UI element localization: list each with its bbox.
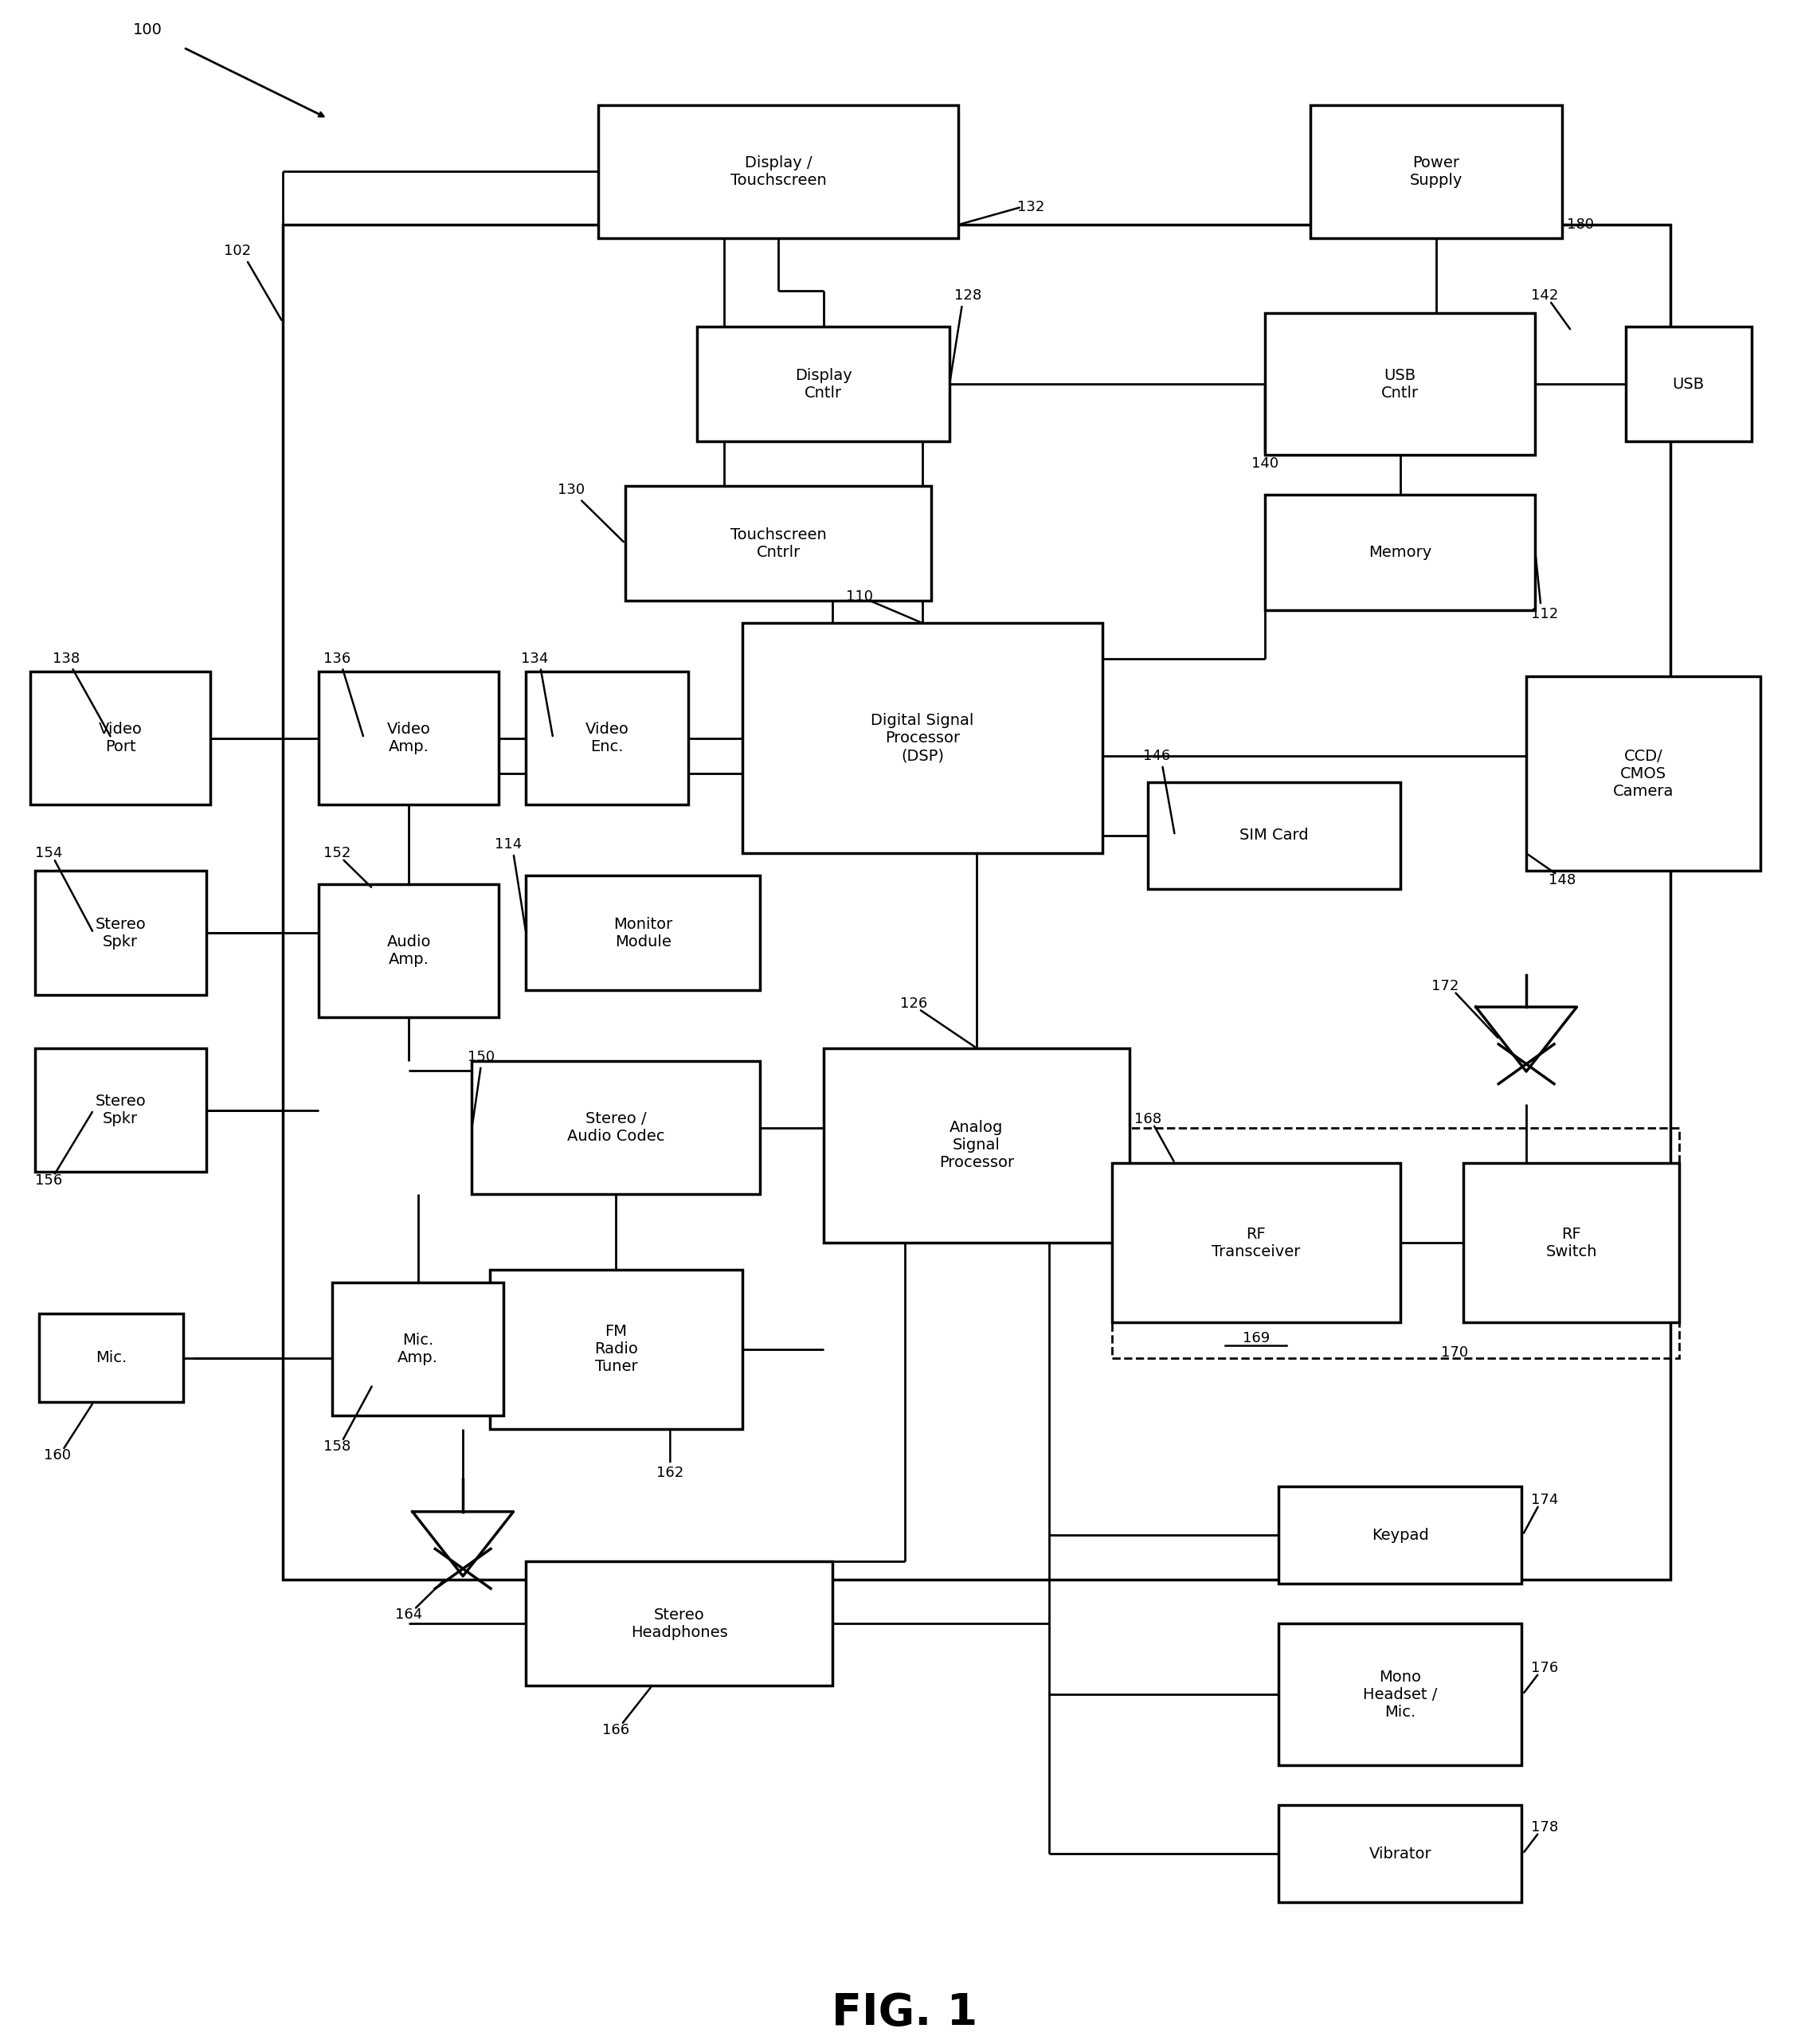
Text: 168: 168 [1134,1112,1161,1126]
Bar [1264,495,1536,609]
Bar [1527,677,1760,871]
Bar [526,672,687,805]
Text: Stereo
Spkr: Stereo Spkr [96,1094,147,1126]
Bar [1626,327,1751,442]
Text: Touchscreen
Cntrlr: Touchscreen Cntrlr [731,527,827,560]
Bar [1149,783,1400,889]
Text: Stereo /
Audio Codec: Stereo / Audio Codec [568,1112,666,1145]
Bar [31,672,210,805]
Text: 166: 166 [602,1723,630,1737]
Text: Stereo
Headphones: Stereo Headphones [631,1607,727,1639]
Bar [526,875,760,991]
Text: 169: 169 [1243,1331,1270,1345]
Bar [282,225,1670,1580]
Bar [472,1061,760,1194]
Text: USB
Cntlr: USB Cntlr [1382,368,1418,401]
Bar [318,885,499,1018]
Bar [490,1269,742,1429]
Text: 172: 172 [1431,979,1458,993]
Text: 142: 142 [1530,288,1558,303]
Text: 150: 150 [467,1051,494,1065]
Text: 136: 136 [324,652,351,666]
Text: 102: 102 [224,243,251,258]
Bar [1310,104,1563,237]
Text: 114: 114 [494,838,521,852]
Text: Digital Signal
Processor
(DSP): Digital Signal Processor (DSP) [870,713,973,762]
Text: 160: 160 [43,1449,71,1464]
Bar [742,623,1103,852]
Text: Video
Port: Video Port [99,722,143,754]
Text: 138: 138 [52,652,80,666]
Bar [1113,1163,1400,1322]
Bar [1279,1805,1521,1903]
Bar [40,1314,183,1402]
Text: 126: 126 [899,997,928,1012]
Bar [34,871,206,995]
Text: Memory: Memory [1369,544,1431,560]
Text: Keypad: Keypad [1371,1527,1429,1543]
Text: Stereo
Spkr: Stereo Spkr [96,916,147,948]
Text: Vibrator: Vibrator [1369,1846,1431,1862]
Text: RF
Switch: RF Switch [1545,1226,1597,1259]
Bar [1113,1128,1679,1357]
Text: 100: 100 [132,22,163,37]
Bar [823,1049,1131,1243]
Text: 154: 154 [34,846,62,861]
Bar [318,672,499,805]
Text: USB: USB [1673,376,1704,392]
Text: 148: 148 [1549,873,1576,887]
Text: 162: 162 [657,1466,684,1480]
Text: RF
Transceiver: RF Transceiver [1212,1226,1301,1259]
Text: 178: 178 [1530,1819,1558,1833]
Text: 170: 170 [1440,1345,1467,1359]
Text: 128: 128 [953,288,980,303]
Bar [696,327,950,442]
Text: 140: 140 [1252,456,1279,470]
Text: FM
Radio
Tuner: FM Radio Tuner [595,1325,639,1374]
Text: Monitor
Module: Monitor Module [613,916,673,948]
Text: Analog
Signal
Processor: Analog Signal Processor [939,1120,1015,1171]
Text: SIM Card: SIM Card [1239,828,1308,842]
Bar [1279,1623,1521,1766]
Bar [333,1284,503,1416]
Bar [626,486,932,601]
Text: Power
Supply: Power Supply [1409,155,1463,188]
Text: Video
Amp.: Video Amp. [387,722,431,754]
Text: 146: 146 [1143,748,1170,762]
Text: Mono
Headset /
Mic.: Mono Headset / Mic. [1362,1670,1438,1719]
Text: 132: 132 [1017,200,1044,215]
Text: 112: 112 [1530,607,1558,621]
Text: 180: 180 [1567,217,1594,231]
Bar [34,1049,206,1171]
Bar [1463,1163,1679,1322]
Text: 176: 176 [1530,1660,1558,1674]
Text: 164: 164 [394,1607,423,1621]
Text: 174: 174 [1530,1492,1558,1506]
Text: Mic.
Amp.: Mic. Amp. [398,1333,438,1365]
Bar [526,1562,832,1686]
Text: 156: 156 [34,1173,62,1188]
Text: Video
Enc.: Video Enc. [586,722,630,754]
Text: 130: 130 [557,482,584,497]
Bar [599,104,959,237]
Text: Audio
Amp.: Audio Amp. [387,934,431,967]
Text: 158: 158 [324,1439,351,1453]
Text: Display /
Touchscreen: Display / Touchscreen [731,155,827,188]
Text: 110: 110 [847,589,874,603]
Bar [1264,313,1536,456]
Text: FIG. 1: FIG. 1 [832,1991,977,2034]
Bar [1279,1486,1521,1584]
Text: 134: 134 [521,652,548,666]
Text: CCD/
CMOS
Camera: CCD/ CMOS Camera [1614,748,1673,799]
Text: 152: 152 [324,846,351,861]
Text: Mic.: Mic. [96,1351,127,1365]
Text: Display
Cntlr: Display Cntlr [794,368,852,401]
